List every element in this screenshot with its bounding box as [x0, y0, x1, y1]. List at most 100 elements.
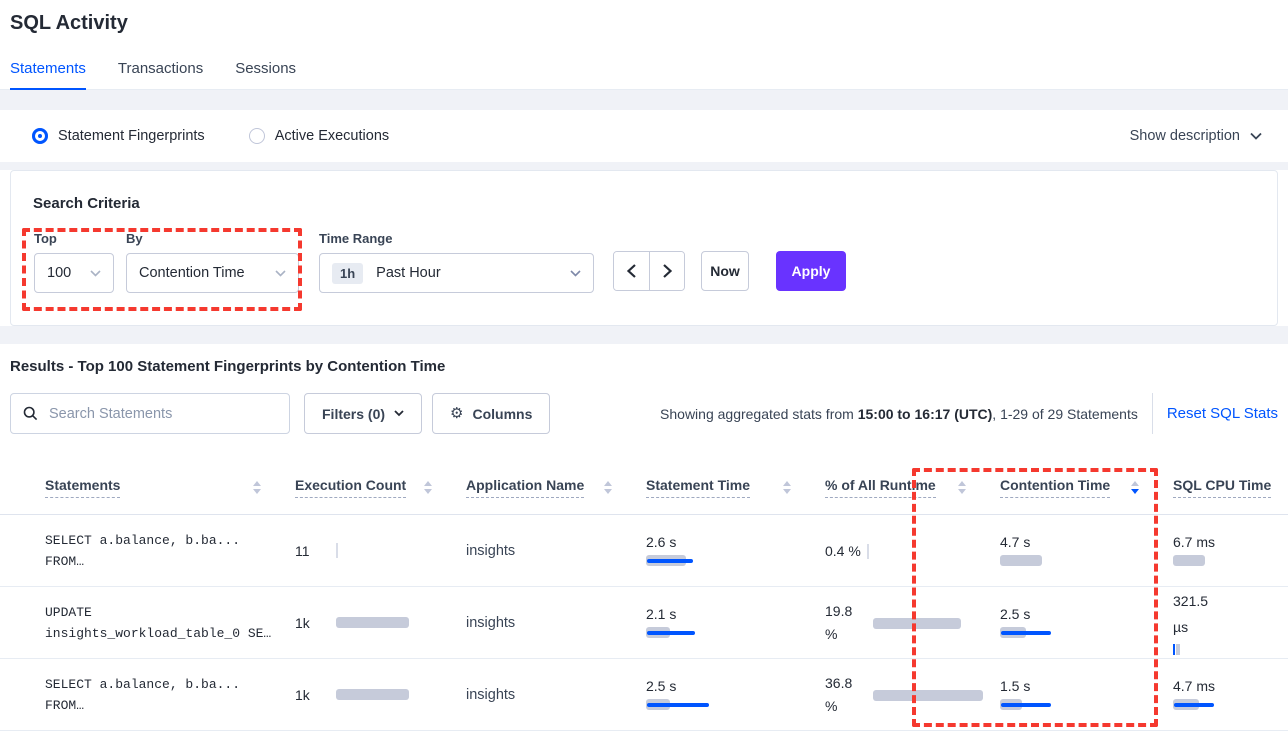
chevron-down-icon: [570, 269, 581, 277]
by-label: By: [126, 231, 143, 246]
statement-time-value: 2.5 s: [646, 677, 677, 694]
column-header-label: % of All Runtime: [825, 477, 936, 498]
value-bar: [1000, 554, 1120, 568]
sql-cpu-time-value: 321.5 µs: [1173, 592, 1209, 635]
statement-cell[interactable]: UPDATE insights_workload_table_0 SE…: [45, 602, 295, 644]
filters-button[interactable]: Filters (0): [304, 393, 423, 434]
chevron-down-icon: [275, 269, 286, 277]
bar-blue-line: [1001, 630, 1051, 635]
statement-line-1: UPDATE: [45, 604, 92, 620]
columns-button[interactable]: ⚙ Columns: [432, 393, 551, 434]
now-button[interactable]: Now: [701, 251, 749, 291]
bar-gray: [873, 689, 983, 701]
table-row[interactable]: SELECT a.balance, b.ba... FROM… 1k insights…: [0, 659, 1288, 731]
radio-statement-fingerprints[interactable]: Statement Fingerprints: [32, 128, 205, 144]
show-description-toggle[interactable]: Show description: [1130, 128, 1262, 144]
column-header-label: Statement Time: [646, 477, 750, 498]
time-range-label: Time Range: [319, 231, 393, 246]
pct-of-runtime-value: 36.8 %: [825, 674, 853, 714]
top-select-value: 100: [47, 265, 72, 281]
sort-desc-icon: [783, 488, 791, 494]
search-statements-box[interactable]: [10, 393, 290, 434]
radio-label: Active Executions: [274, 128, 390, 144]
sort-icon[interactable]: [604, 480, 612, 494]
sort-desc-icon: [604, 488, 612, 494]
tab-sessions[interactable]: Sessions: [235, 60, 297, 77]
application-name-cell: insights: [466, 686, 646, 704]
top-select[interactable]: 100: [34, 253, 114, 293]
sort-icon[interactable]: [958, 480, 966, 494]
bar-gray: [336, 688, 409, 700]
divider-strip: [0, 162, 1288, 170]
results-heading: Results - Top 100 Statement Fingerprints…: [10, 358, 446, 375]
statement-time-cell: 2.1 s: [646, 606, 825, 640]
statement-line-1: SELECT a.balance, b.ba...: [45, 532, 241, 548]
column-header-contention-time[interactable]: Contention Time: [1000, 477, 1173, 498]
sort-icon[interactable]: [253, 480, 261, 494]
column-header-of-all-runtime[interactable]: % of All Runtime: [825, 477, 1000, 498]
view-toggle-bar: Statement Fingerprints Active Executions…: [0, 110, 1288, 162]
tab-bar: Statements Transactions Sessions: [0, 60, 1288, 90]
search-criteria-card: Search Criteria Top 100 By Contention Ti…: [10, 170, 1278, 326]
column-header-statement-time[interactable]: Statement Time: [646, 477, 825, 498]
value-bar: [1173, 698, 1288, 712]
value-bar: [646, 554, 766, 568]
statement-cell[interactable]: SELECT a.balance, b.ba... FROM…: [45, 674, 295, 716]
execution-count-cell: 1k: [295, 687, 466, 703]
chevron-right-icon: [662, 264, 672, 278]
bar-gray: [1176, 643, 1180, 655]
sort-desc-icon: [253, 488, 261, 494]
table-row[interactable]: UPDATE insights_workload_table_0 SE… 1k ins…: [0, 587, 1288, 659]
contention-time-value: 2.5 s: [1000, 605, 1031, 622]
table-row[interactable]: SELECT a.balance, b.ba... FROM… 11 insights…: [0, 515, 1288, 587]
apply-button[interactable]: Apply: [776, 251, 846, 291]
page-title: SQL Activity: [10, 12, 128, 34]
show-description-label: Show description: [1129, 128, 1240, 144]
radio-unselected-icon[interactable]: [248, 128, 265, 144]
statement-line-2: insights_workload_table_0 SE…: [45, 625, 272, 641]
sort-icon[interactable]: [783, 480, 791, 494]
previous-time-button[interactable]: [614, 252, 649, 290]
application-name-value: insights: [466, 686, 516, 703]
pct-of-runtime-value: 0.4 %: [825, 542, 861, 559]
sql-cpu-time-cell: 4.7 ms: [1173, 678, 1288, 712]
statement-line-2: FROM…: [45, 697, 85, 713]
pct-of-runtime-cell: 36.8 %: [825, 672, 1000, 718]
column-header-label: Application Name: [466, 477, 585, 498]
sort-icon[interactable]: [424, 480, 432, 494]
chevron-down-icon: [394, 410, 404, 417]
value-bar: [873, 617, 987, 629]
statement-time-value: 2.6 s: [646, 533, 677, 550]
tab-transactions[interactable]: Transactions: [117, 60, 204, 77]
sql-cpu-time-cell: 321.5 µs: [1173, 588, 1288, 658]
chevron-left-icon: [627, 264, 636, 278]
time-range-select[interactable]: 1h Past Hour: [319, 253, 594, 293]
sort-icon[interactable]: [1131, 480, 1139, 494]
page-header: SQL Activity Statements Transactions Ses…: [0, 0, 1288, 90]
tab-statements[interactable]: Statements: [10, 60, 86, 90]
column-header-sql-cpu-time[interactable]: SQL CPU Time: [1173, 477, 1288, 498]
bar-gray: [336, 616, 409, 628]
value-bar: [336, 616, 416, 630]
column-header-label: Execution Count: [295, 477, 407, 498]
column-header-statements[interactable]: Statements: [45, 477, 295, 498]
radio-active-executions[interactable]: Active Executions: [248, 128, 390, 144]
radio-selected-icon[interactable]: [32, 128, 48, 144]
search-statements-input[interactable]: [47, 404, 277, 423]
reset-sql-stats-link[interactable]: Reset SQL Stats: [1166, 405, 1278, 422]
column-header-execution-count[interactable]: Execution Count: [295, 477, 466, 498]
sort-desc-icon: [1131, 488, 1139, 494]
column-header-application-name[interactable]: Application Name: [466, 477, 646, 498]
value-bar: [866, 543, 981, 559]
sort-desc-icon: [424, 488, 432, 494]
statement-cell[interactable]: SELECT a.balance, b.ba... FROM…: [45, 530, 295, 572]
by-select[interactable]: Contention Time: [126, 253, 299, 293]
statements-table: Statements Execution Count Application Nam…: [0, 460, 1288, 731]
search-criteria-heading: Search Criteria: [33, 195, 140, 212]
divider-strip: [0, 90, 1288, 110]
sql-cpu-time-value: 4.7 ms: [1173, 677, 1216, 694]
divider-strip: [0, 326, 1288, 344]
next-time-button[interactable]: [649, 252, 684, 290]
application-name-value: insights: [466, 542, 516, 559]
